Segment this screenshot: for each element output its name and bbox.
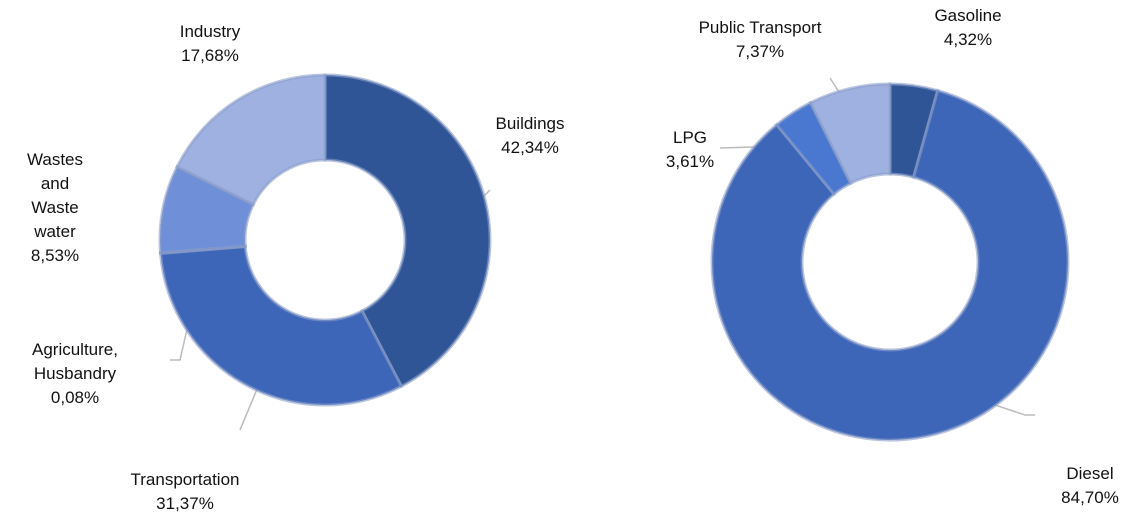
data-label: Gasoline 4,32% xyxy=(918,4,1018,52)
category-label: Public Transport xyxy=(698,18,822,37)
data-label: Transportation 31,37% xyxy=(105,468,265,516)
value-label: 42,34% xyxy=(501,138,559,157)
donut-slice xyxy=(710,88,1070,442)
value-label: 8,53% xyxy=(30,246,80,265)
data-label: Diesel 84,70% xyxy=(1055,462,1125,510)
category-label: Gasoline xyxy=(934,6,1002,25)
category-label: Industry xyxy=(179,22,241,41)
data-label: Buildings 42,34% xyxy=(480,112,580,160)
donut-slice xyxy=(175,73,327,207)
category-label: Transportation xyxy=(130,470,240,489)
data-label: Industry 17,68% xyxy=(160,20,260,68)
value-label: 0,08% xyxy=(50,388,100,407)
data-label: Agriculture, Husbandry 0,08% xyxy=(10,338,140,410)
category-label: Agriculture, Husbandry xyxy=(32,340,118,383)
data-label: Wastes and Waste water 8,53% xyxy=(18,148,93,268)
category-label: Wastes and Waste water xyxy=(26,150,84,241)
value-label: 31,37% xyxy=(156,494,214,513)
value-label: 84,70% xyxy=(1061,488,1119,507)
value-label: 7,37% xyxy=(735,42,785,61)
data-label: Public Transport 7,37% xyxy=(675,16,845,64)
value-label: 3,61% xyxy=(665,152,715,171)
category-label: Diesel xyxy=(1066,464,1114,483)
donut-slice xyxy=(323,73,492,389)
category-label: Buildings xyxy=(495,114,565,133)
value-label: 4,32% xyxy=(943,30,993,49)
value-label: 17,68% xyxy=(181,46,239,65)
donut-slice xyxy=(158,244,404,407)
category-label: LPG xyxy=(672,128,708,147)
data-label: LPG 3,61% xyxy=(655,126,725,174)
donut-slice xyxy=(808,82,892,186)
